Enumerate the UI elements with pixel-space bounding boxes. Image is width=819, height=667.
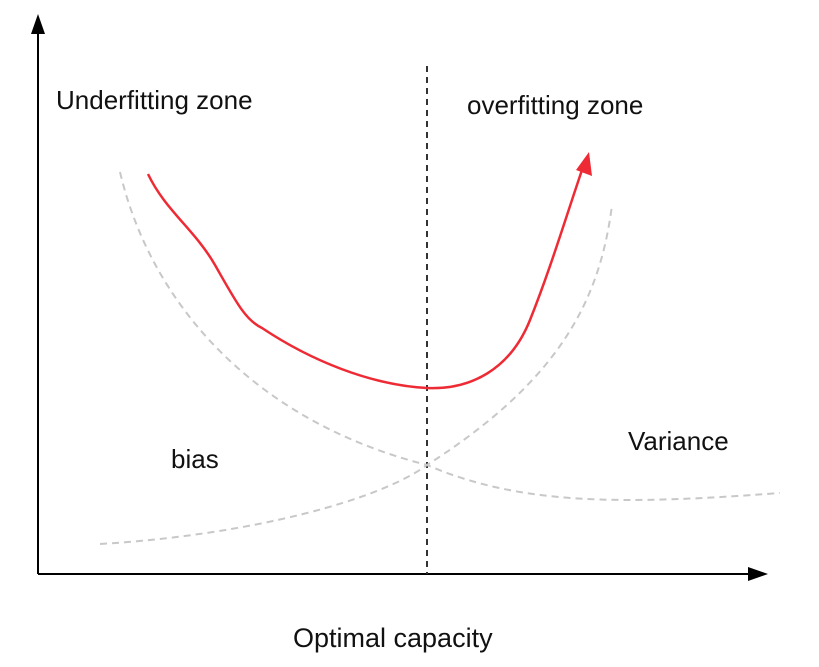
x-axis-arrowhead bbox=[748, 567, 768, 581]
variance-curve bbox=[99, 204, 613, 545]
total-error-curve bbox=[146, 169, 584, 390]
underfitting-zone-label: Underfitting zone bbox=[56, 85, 253, 115]
variance-label: Variance bbox=[628, 426, 729, 456]
y-axis-arrowhead bbox=[31, 14, 45, 34]
overfitting-zone-label: overfitting zone bbox=[467, 90, 644, 120]
total-error-arrowhead bbox=[576, 152, 592, 176]
bias-label: bias bbox=[171, 444, 219, 474]
x-axis-label: Optimal capacity bbox=[293, 623, 493, 653]
